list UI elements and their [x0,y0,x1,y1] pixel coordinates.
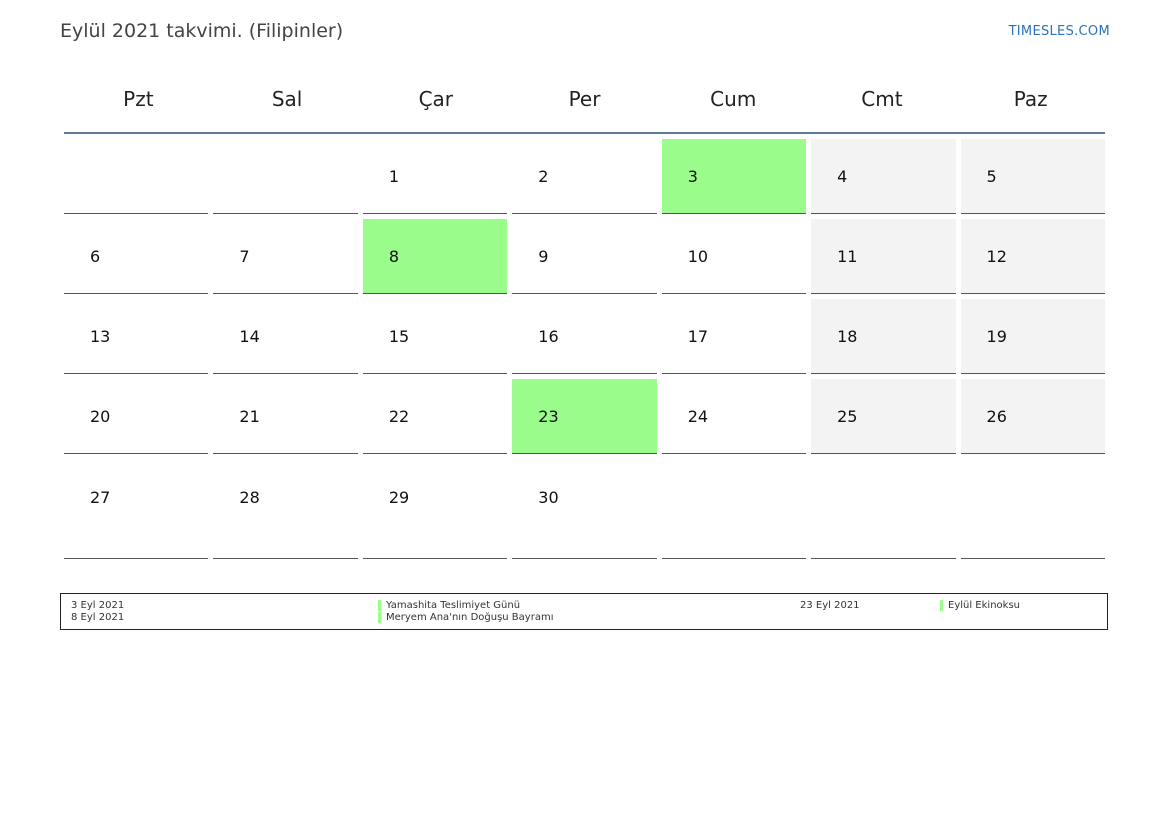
calendar-day-cell[interactable]: 9 [512,219,657,294]
day-number: 19 [986,327,1007,346]
day-number: 28 [239,488,260,507]
calendar-day-cell[interactable]: 3 [661,139,807,214]
day-number: 23 [538,407,559,426]
weekday-label: Cum [710,87,757,111]
calendar-week-row: 1 2 3 4 5 [64,139,1105,214]
calendar-day-cell[interactable]: 16 [512,299,657,374]
calendar-empty-cell [661,459,807,559]
legend-date: 8 Eyl 2021 [71,612,125,623]
brand-link[interactable]: TIMESLES.COM [1008,24,1110,39]
calendar-day-cell[interactable]: 17 [661,299,807,374]
day-number: 18 [837,327,858,346]
calendar-empty-cell [64,139,209,214]
day-number: 2 [538,167,549,186]
calendar-day-cell[interactable]: 7 [213,219,358,294]
day-number: 10 [687,247,709,266]
calendar-week-row: 6 7 8 9 10 11 12 [64,219,1105,294]
day-number: 12 [986,247,1007,266]
day-number: 27 [90,488,111,507]
calendar-day-cell[interactable]: 30 [512,459,657,559]
holiday-legend: 3 Eyl 2021 Yamashita Teslimiyet Günü 8 E… [60,593,1108,630]
calendar-day-cell[interactable]: 15 [362,299,508,374]
weekday-label: Sal [271,87,303,111]
day-number: 14 [239,327,260,346]
calendar-day-cell[interactable]: 28 [213,459,358,559]
calendar-day-cell[interactable]: 10 [661,219,807,294]
calendar-week-row: 27 28 29 30 [64,459,1105,559]
calendar-day-cell[interactable]: 26 [960,379,1105,454]
day-number: 20 [90,407,111,426]
day-number: 16 [538,327,559,346]
day-number: 5 [986,167,997,186]
weekday-label: Cmt [861,87,903,111]
calendar-week-row: 20 21 22 23 24 25 26 [64,379,1105,454]
calendar-day-cell[interactable]: 8 [362,219,508,294]
day-number: 25 [837,407,858,426]
calendar-day-cell[interactable]: 24 [661,379,807,454]
calendar-day-cell[interactable]: 12 [960,219,1105,294]
calendar-empty-cell [213,139,358,214]
holiday-color-marker [378,600,381,611]
calendar-day-cell[interactable]: 22 [362,379,508,454]
day-number: 4 [837,167,848,186]
calendar-week-row: 13 14 15 16 17 18 19 [64,299,1105,374]
legend-holiday-name: Yamashita Teslimiyet Günü [386,600,521,611]
calendar-day-cell[interactable]: 29 [362,459,508,559]
calendar-day-cell[interactable]: 27 [64,459,209,559]
legend-holiday-name: Meryem Ana'nın Doğuşu Bayramı [386,612,554,623]
legend-date: 23 Eyl 2021 [800,600,860,611]
day-number: 8 [388,247,400,266]
day-number: 21 [239,407,260,426]
day-number: 24 [687,407,709,426]
weekday-label: Per [568,87,601,111]
day-number: 29 [388,488,410,507]
day-number: 22 [388,407,410,426]
day-number: 30 [538,488,559,507]
calendar-weeks: 1 2 3 4 5 6 7 8 9 10 11 12 13 14 15 16 17 18 19 20 21 22 23 24 2… [64,139,1105,559]
day-number: 7 [239,247,250,266]
calendar-empty-cell [811,459,956,559]
day-number: 17 [687,327,709,346]
calendar-day-cell[interactable]: 1 [362,139,508,214]
calendar-grid: Pzt Sal Çar Per Cum Cmt Paz 1 2 3 4 5 6 7 8 9 10 1… [64,70,1105,559]
calendar-day-cell[interactable]: 6 [64,219,209,294]
holiday-color-marker [940,600,943,611]
calendar-day-cell[interactable]: 4 [811,139,956,214]
calendar-day-cell[interactable]: 23 [512,379,657,454]
day-number: 26 [986,407,1007,426]
calendar-day-cell[interactable]: 5 [960,139,1105,214]
legend-date: 3 Eyl 2021 [71,600,125,611]
day-number: 13 [90,327,111,346]
day-number: 15 [388,327,410,346]
calendar-day-cell[interactable]: 20 [64,379,209,454]
calendar-empty-cell [960,459,1105,559]
calendar-day-cell[interactable]: 14 [213,299,358,374]
weekday-label: Paz [1013,87,1048,111]
day-number: 3 [687,167,698,186]
day-number: 6 [90,247,101,266]
weekday-label: Pzt [123,87,154,111]
day-number: 11 [837,247,858,266]
calendar-day-cell[interactable]: 19 [960,299,1105,374]
calendar-day-cell[interactable]: 18 [811,299,956,374]
calendar-day-cell[interactable]: 21 [213,379,358,454]
calendar-day-cell[interactable]: 13 [64,299,209,374]
holiday-color-marker [378,612,381,623]
weekday-label: Çar [418,87,454,111]
legend-holiday-name: Eylül Ekinoksu [948,600,1020,611]
calendar-day-cell[interactable]: 11 [811,219,956,294]
day-number: 1 [388,167,400,186]
day-number: 9 [538,247,549,266]
weekday-header: Pzt Sal Çar Per Cum Cmt Paz [64,70,1105,134]
calendar-day-cell[interactable]: 2 [512,139,657,214]
calendar-day-cell[interactable]: 25 [811,379,956,454]
page-title: Eylül 2021 takvimi. (Filipinler) [60,20,344,42]
